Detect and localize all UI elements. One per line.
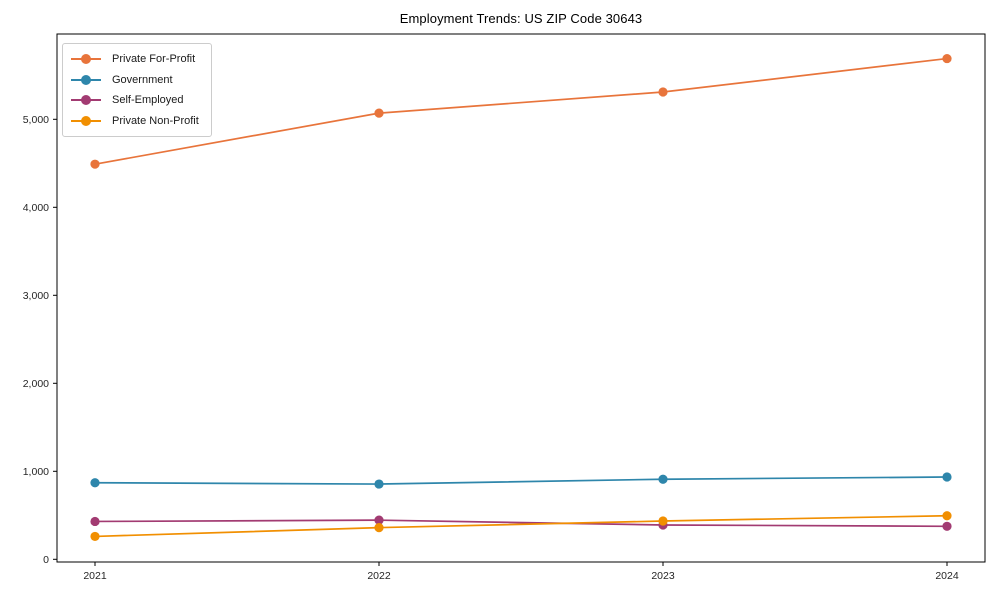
- data-point-private-for-profit-2024: [942, 53, 952, 64]
- legend: Private For-Profit Government Self-Emplo…: [62, 43, 212, 137]
- data-point-private-non-profit-2024: [942, 511, 952, 521]
- plot-frame: [56, 33, 986, 563]
- legend-marker-icon: [71, 53, 101, 65]
- series-layer: [90, 53, 952, 542]
- legend-item-self-employed: Self-Employed: [71, 90, 199, 111]
- legend-label: Government: [112, 73, 173, 86]
- data-point-private-non-profit-2023: [658, 516, 668, 526]
- legend-item-private-for-profit: Private For-Profit: [71, 49, 199, 70]
- series-line-government: [94, 476, 948, 485]
- legend-marker-icon: [71, 94, 101, 106]
- data-point-self-employed-2024: [942, 521, 952, 531]
- legend-marker-icon: [71, 74, 101, 86]
- plot-border: [56, 33, 986, 563]
- series-line-private-non-profit: [94, 514, 948, 538]
- data-point-self-employed-2022: [374, 515, 384, 525]
- legend-marker-icon: [71, 115, 101, 127]
- data-point-self-employed-2021: [90, 516, 100, 527]
- x-axis: 2021 2022 2023 2024: [83, 562, 959, 582]
- x-tick-label: 2024: [935, 570, 959, 582]
- y-tick-label: 1,000: [23, 466, 49, 478]
- series-line-private-for-profit: [94, 57, 948, 166]
- legend-label: Private Non-Profit: [112, 114, 199, 127]
- legend-label: Private For-Profit: [112, 53, 196, 66]
- x-tick-label: 2023: [651, 570, 675, 582]
- chart-title: Employment Trends: US ZIP Code 30643: [399, 11, 643, 26]
- data-point-government-2021: [90, 478, 100, 488]
- legend-label: Self-Employed: [112, 94, 184, 107]
- y-axis: 0 1,000 2,000 3,000 4,000 5,000: [23, 114, 57, 566]
- data-point-private-for-profit-2023: [658, 87, 668, 97]
- data-point-government-2022: [374, 479, 384, 489]
- legend-item-private-non-profit: Private Non-Profit: [71, 111, 199, 132]
- y-tick-label: 0: [43, 554, 49, 566]
- data-point-private-non-profit-2022: [374, 523, 384, 533]
- series-line-self-employed: [94, 519, 948, 528]
- y-tick-label: 4,000: [23, 202, 49, 214]
- data-point-government-2023: [658, 474, 668, 484]
- y-tick-label: 3,000: [23, 290, 49, 302]
- data-point-private-for-profit-2022: [374, 108, 384, 118]
- data-point-government-2024: [942, 472, 952, 482]
- legend-item-government: Government: [71, 70, 199, 91]
- data-point-private-for-profit-2021: [90, 159, 100, 169]
- x-tick-label: 2021: [83, 570, 107, 582]
- y-tick-label: 5,000: [23, 114, 49, 126]
- x-tick-label: 2022: [367, 570, 391, 582]
- y-tick-label: 2,000: [23, 378, 49, 390]
- data-point-private-non-profit-2021: [90, 531, 100, 542]
